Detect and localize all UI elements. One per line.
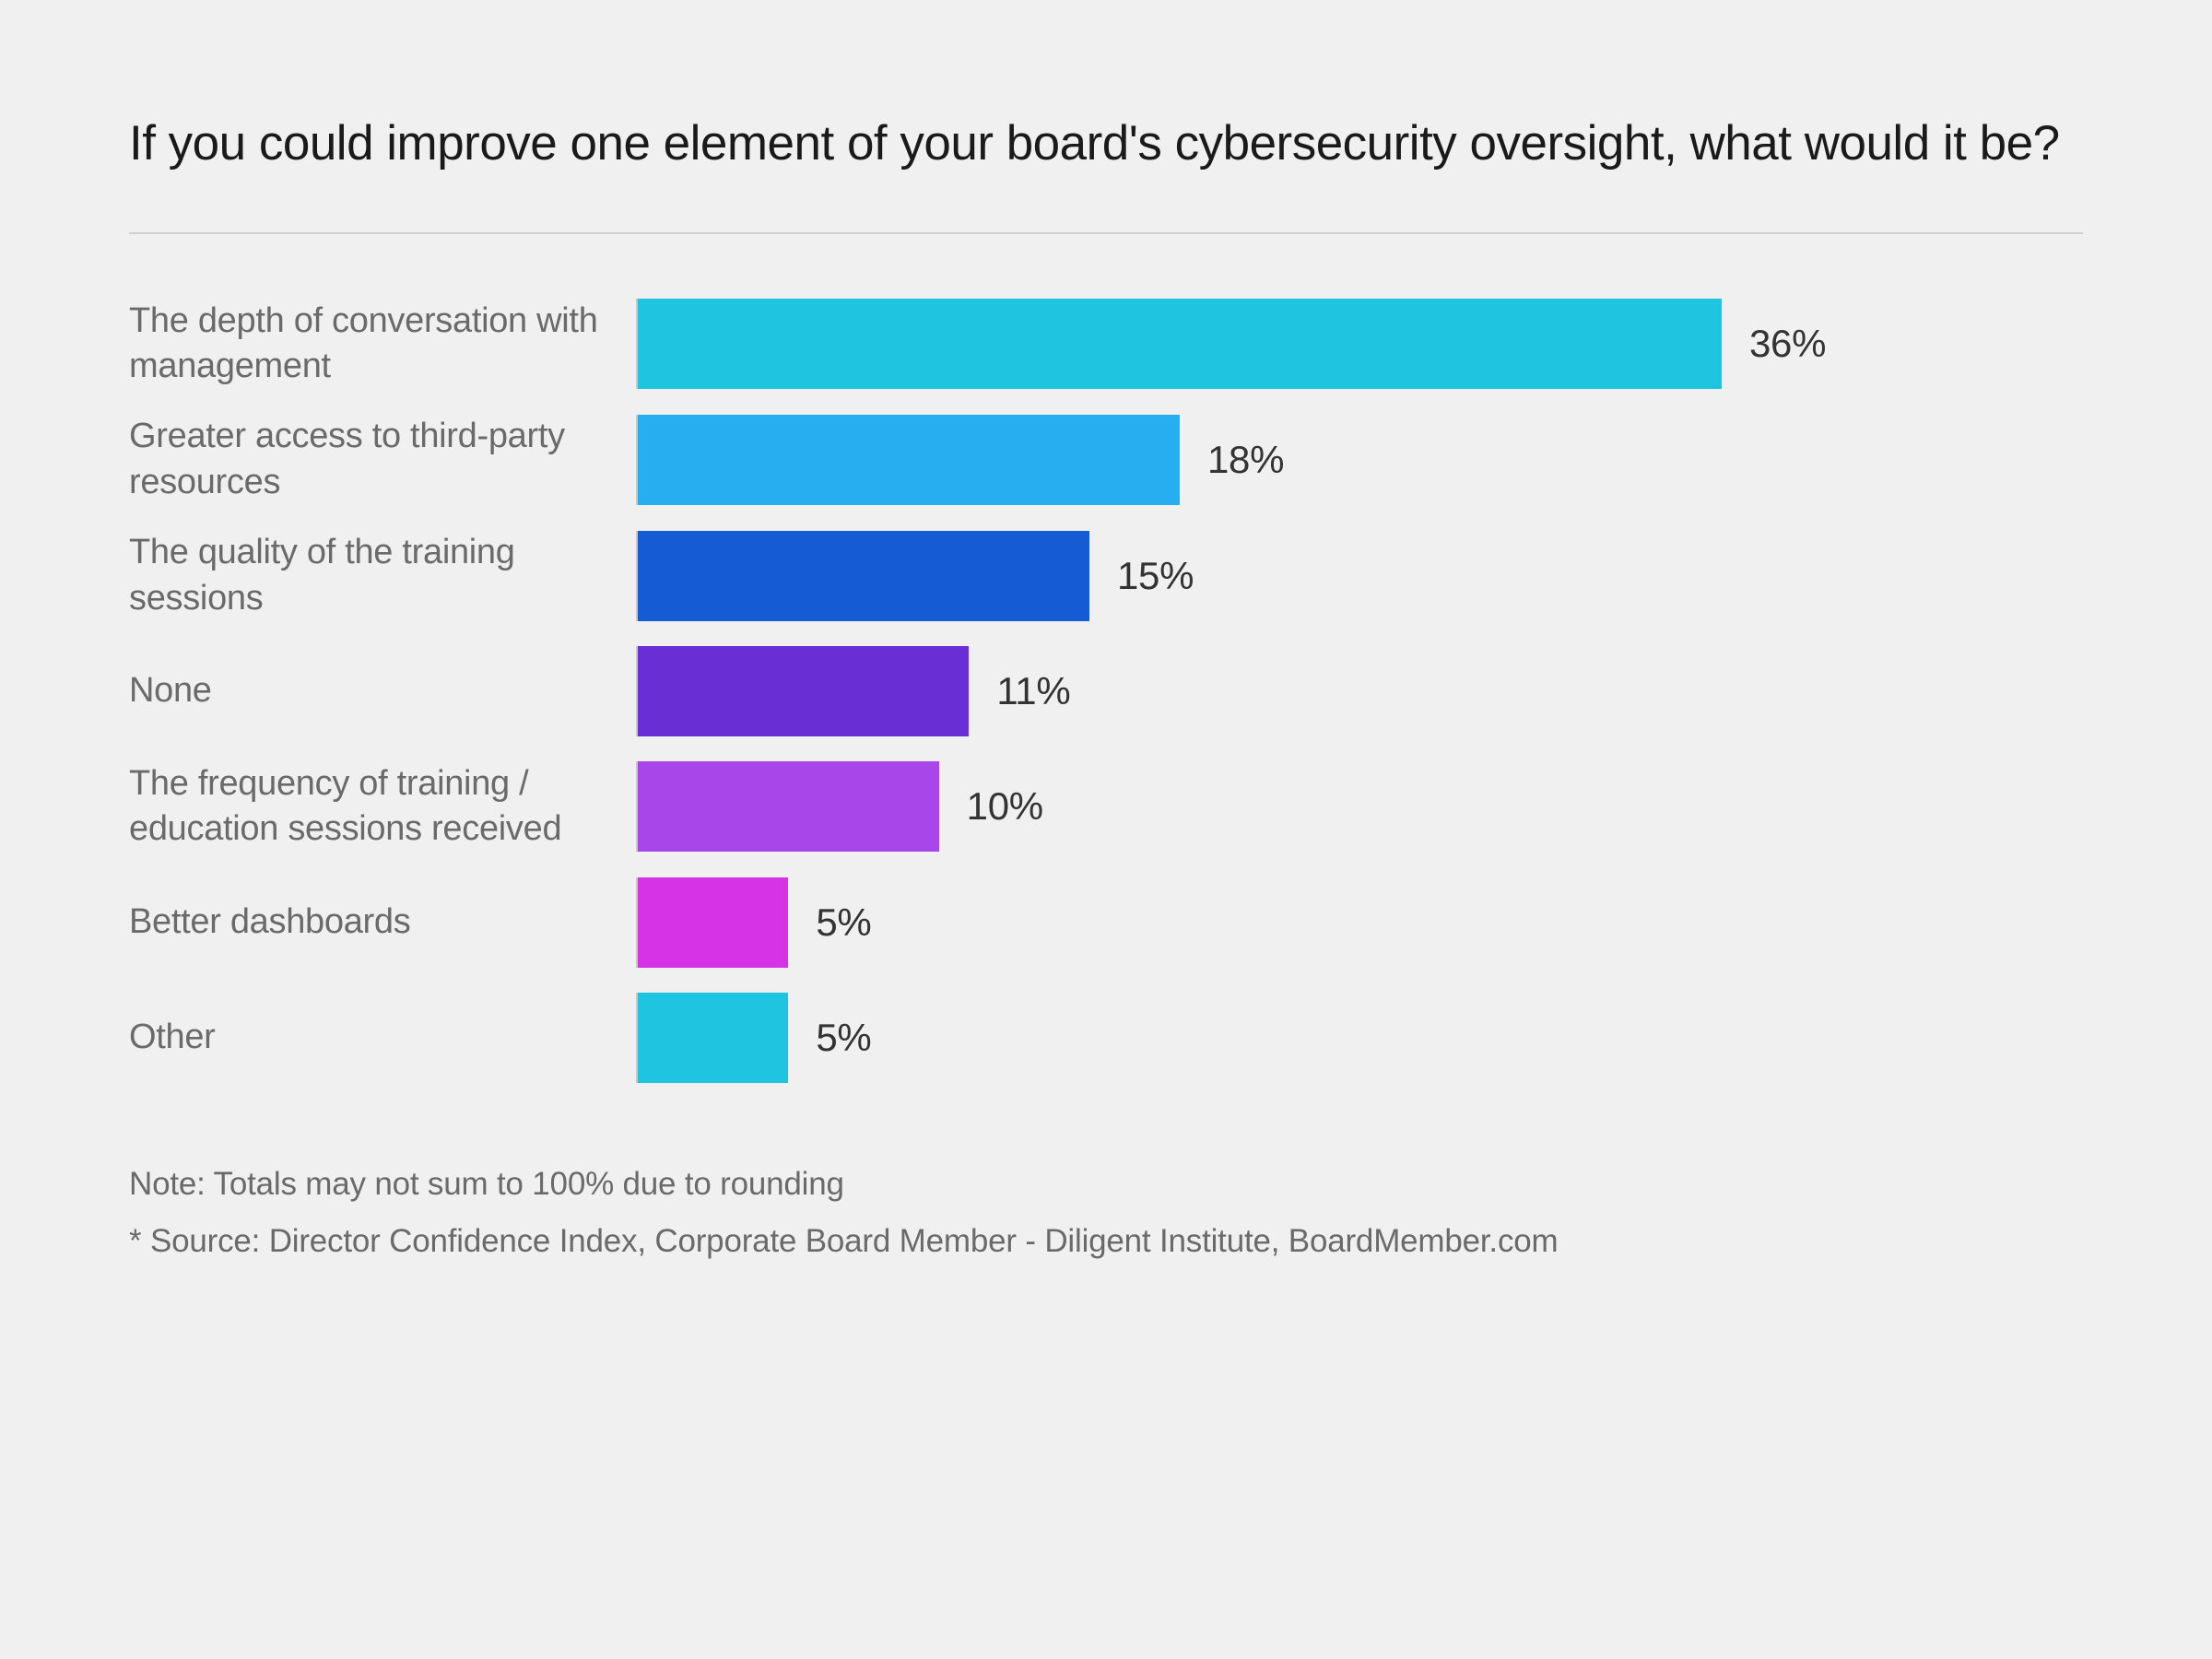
footnote: * Source: Director Confidence Index, Cor… (129, 1223, 2083, 1260)
bar (638, 299, 1722, 389)
footnote: Note: Totals may not sum to 100% due to … (129, 1166, 2083, 1203)
chart-row: The depth of conversation with managemen… (129, 299, 2083, 390)
bar-value: 5% (816, 900, 871, 945)
chart-divider (129, 232, 2083, 234)
bar (638, 877, 788, 968)
bar (638, 531, 1089, 621)
chart-row: The frequency of training / education se… (129, 761, 2083, 853)
bar-value: 10% (967, 784, 1043, 829)
bar (638, 415, 1180, 505)
bar-label: None (129, 668, 636, 713)
bar-area: 10% (636, 761, 2083, 852)
bar-label: The frequency of training / education se… (129, 761, 636, 853)
chart-footnotes: Note: Totals may not sum to 100% due to … (129, 1166, 2083, 1260)
chart-container: If you could improve one element of your… (129, 111, 2083, 1594)
chart-row: Other 5% (129, 993, 2083, 1083)
bar-label: Better dashboards (129, 900, 636, 945)
bar (638, 761, 939, 852)
bar-value: 11% (996, 669, 1070, 713)
chart-row: The quality of the training sessions 15% (129, 530, 2083, 621)
bar-area: 18% (636, 415, 2083, 505)
bar-area: 15% (636, 531, 2083, 621)
chart-row: Better dashboards 5% (129, 877, 2083, 968)
bar-value: 15% (1117, 554, 1194, 598)
bar (638, 993, 788, 1083)
bar-area: 36% (636, 299, 2083, 389)
bar-area: 5% (636, 993, 2083, 1083)
chart-title: If you could improve one element of your… (129, 111, 2083, 177)
chart-row: Greater access to third-party resources 1… (129, 414, 2083, 505)
chart-rows: The depth of conversation with managemen… (129, 299, 2083, 1083)
bar-label: The quality of the training sessions (129, 530, 636, 621)
bar-value: 5% (816, 1016, 871, 1060)
bar-area: 5% (636, 877, 2083, 968)
bar-area: 11% (636, 646, 2083, 736)
bar-value: 36% (1749, 322, 1826, 366)
bar-label: The depth of conversation with managemen… (129, 299, 636, 390)
bar (638, 646, 969, 736)
bar-value: 18% (1207, 438, 1284, 482)
bar-label: Other (129, 1015, 636, 1060)
chart-row: None 11% (129, 646, 2083, 736)
bar-label: Greater access to third-party resources (129, 414, 636, 505)
